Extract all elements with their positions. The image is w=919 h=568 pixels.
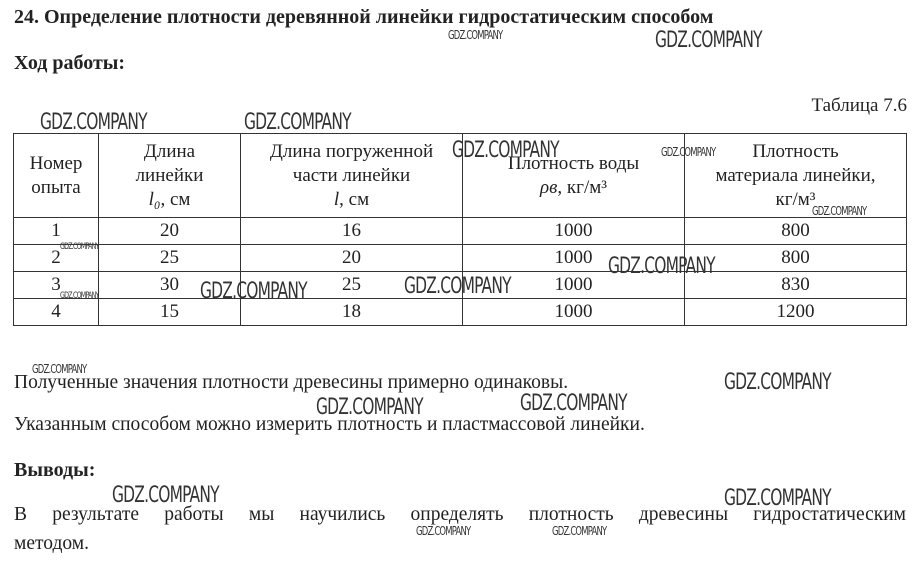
conclusions-heading: Выводы: bbox=[14, 459, 96, 481]
watermark: GDZ.COMPANY bbox=[40, 110, 148, 135]
watermark: GDZ.COMPANY bbox=[724, 370, 832, 395]
watermark: GDZ.COMPANY bbox=[448, 28, 503, 42]
cell: 20 bbox=[98, 217, 241, 245]
cell: 800 bbox=[684, 244, 907, 272]
cell: 800 bbox=[684, 217, 907, 245]
header-ruler-length: Длина линейки l₀, см bbox=[98, 133, 241, 218]
watermark: GDZ.COMPANY bbox=[32, 362, 87, 376]
watermark: GDZ.COMPANY bbox=[60, 242, 99, 252]
conclusion-line-1: В результате работы мы научились определ… bbox=[14, 504, 906, 525]
cell: 1000 bbox=[462, 298, 685, 326]
header-submerged-length: Длина погруженной части линейки l, см bbox=[240, 133, 463, 218]
cell: 15 bbox=[98, 298, 241, 326]
cell: 3 bbox=[13, 271, 99, 299]
cell: 1200 bbox=[684, 298, 907, 326]
progress-heading: Ход работы: bbox=[14, 52, 126, 74]
cell: 1000 bbox=[462, 271, 685, 299]
cell: 4 bbox=[13, 298, 99, 326]
watermark: GDZ.COMPANY bbox=[812, 204, 867, 218]
watermark: GDZ.COMPANY bbox=[552, 524, 607, 538]
paragraph-1: Полученные значения плотности древесины … bbox=[14, 372, 569, 393]
watermark: GDZ.COMPANY bbox=[244, 110, 352, 135]
cell: 1000 bbox=[462, 217, 685, 245]
watermark: GDZ.COMPANY bbox=[724, 486, 832, 511]
table-row: 4 15 18 1000 1200 bbox=[13, 298, 907, 326]
cell: 1 bbox=[13, 217, 99, 245]
watermark: GDZ.COMPANY bbox=[60, 291, 99, 301]
watermark: GDZ.COMPANY bbox=[200, 279, 308, 304]
paragraph-2: Указанным способом можно измерить плотно… bbox=[14, 414, 645, 435]
cell: 2 bbox=[13, 244, 99, 272]
cell: 830 bbox=[684, 271, 907, 299]
watermark: GDZ.COMPANY bbox=[655, 28, 763, 53]
header-water-density: Плотность воды ρв, кг/м³ bbox=[462, 133, 685, 218]
watermark: GDZ.COMPANY bbox=[404, 274, 512, 299]
conclusion-line-2: методом. bbox=[14, 533, 89, 554]
table-row: 1 20 16 1000 800 bbox=[13, 217, 907, 245]
table-caption: Таблица 7.6 bbox=[811, 95, 907, 116]
cell: 16 bbox=[240, 217, 463, 245]
data-table: Номер опыта Длина линейки l₀, см Длина погр… bbox=[13, 133, 907, 326]
watermark: GDZ.COMPANY bbox=[416, 524, 471, 538]
table-header-row: Номер опыта Длина линейки l₀, см Длина погр… bbox=[13, 133, 907, 218]
cell: 25 bbox=[98, 244, 241, 272]
watermark: GDZ.COMPANY bbox=[661, 145, 716, 159]
cell: 20 bbox=[240, 244, 463, 272]
watermark: GDZ.COMPANY bbox=[452, 138, 560, 163]
table-row: 2 25 20 1000 800 bbox=[13, 244, 907, 272]
table-row: 3 30 25 1000 830 bbox=[13, 271, 907, 299]
watermark: GDZ.COMPANY bbox=[316, 395, 424, 420]
cell: 18 bbox=[240, 298, 463, 326]
watermark: GDZ.COMPANY bbox=[520, 391, 628, 416]
header-material-density: Плотность материала линейки, кг/м³ bbox=[684, 133, 907, 218]
page-title: 24. Определение плотности деревянной лин… bbox=[14, 6, 714, 28]
header-experiment-number: Номер опыта bbox=[13, 133, 99, 218]
watermark: GDZ.COMPANY bbox=[608, 254, 716, 279]
watermark: GDZ.COMPANY bbox=[112, 483, 220, 508]
